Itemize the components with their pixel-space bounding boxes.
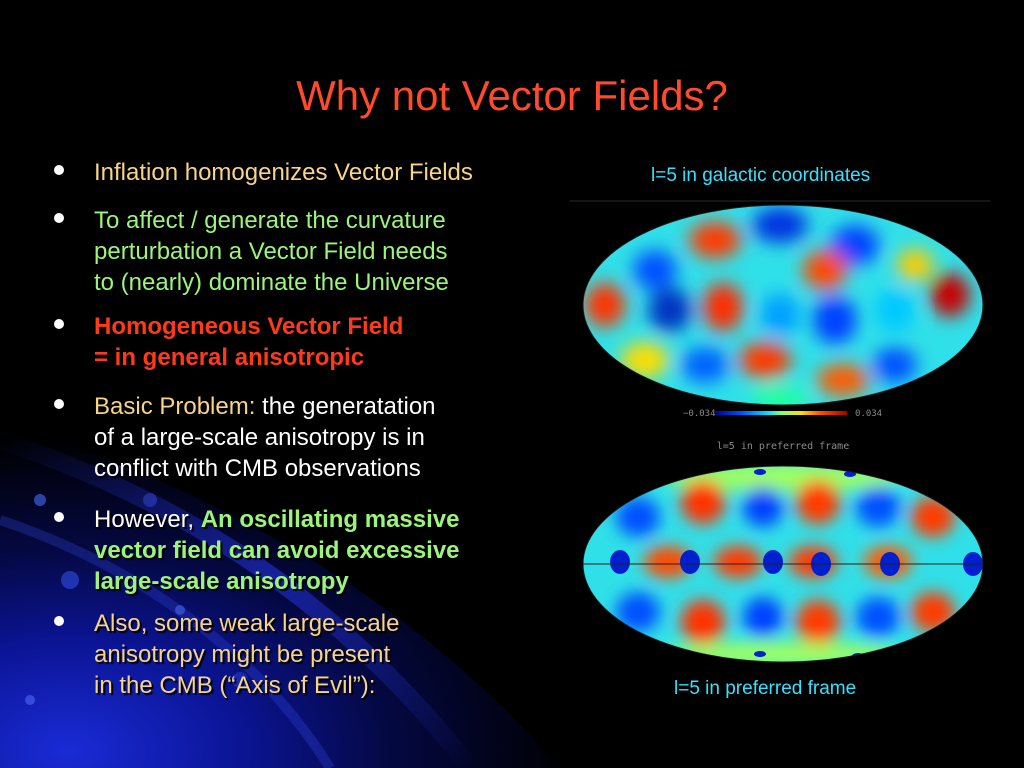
bullet-segment: Inflation homogenizes Vector Fields [94, 159, 473, 186]
bullet-text: Inflation homogenizes Vector Fields [94, 157, 473, 188]
bullet-segment: To affect / generate the curvature [94, 207, 446, 234]
bullet-segment: to (nearly) dominate the Universe [94, 269, 449, 296]
bullet-segment: An oscillating massive [200, 506, 460, 533]
bullet-text: Also, some weak large-scale anisotropy mi… [94, 608, 399, 701]
bullet-line: vector field can avoid excessive [94, 535, 460, 566]
bullet-text: However, An oscillating massive vector fi… [94, 504, 460, 597]
colorbar-min-label: −0.034 [683, 409, 716, 419]
bullet-segment: of a large-scale anisotropy is in [94, 424, 425, 451]
bullet-segment: conflict with CMB observations [94, 455, 421, 482]
bullet-text: Homogeneous Vector Field = in general ani… [94, 311, 403, 373]
bullet-segment: = in general anisotropic [94, 344, 365, 371]
bullet-segment: perturbation a Vector Field needs [94, 238, 448, 265]
bullet-line: Also, some weak large-scale [94, 608, 399, 639]
bullet-segment: large-scale anisotropy [94, 568, 349, 595]
bullet-line: To affect / generate the curvature [94, 205, 449, 236]
cmb-map-galactic: −0.034 0.034 l=5 in preferred frame [570, 200, 990, 452]
bullet-line: perturbation a Vector Field needs [94, 236, 449, 267]
bullet-line: large-scale anisotropy [94, 566, 460, 597]
bullet-dot [54, 512, 64, 522]
slide-title: Why not Vector Fields? [296, 72, 728, 119]
bullet-segment: Basic Problem: [94, 393, 256, 420]
bullet-dot [54, 165, 64, 175]
inner-map-title: l=5 in preferred frame [717, 441, 849, 452]
bullet-line: Homogeneous Vector Field [94, 311, 403, 342]
colorbar-max-label: 0.034 [855, 409, 882, 419]
bullet-segment: the generatation [255, 393, 436, 420]
bullet-line: However, An oscillating massive [94, 504, 460, 535]
bullet-segment: Homogeneous Vector Field [94, 313, 404, 340]
bullet-text: To affect / generate the curvature pertur… [94, 205, 449, 298]
bullet-line: anisotropy might be present [94, 639, 399, 670]
bullet-line: of a large-scale anisotropy is in [94, 422, 436, 453]
bullet-line: = in general anisotropic [94, 342, 403, 373]
bullet-dot [54, 616, 64, 626]
bullet-dot [54, 319, 64, 329]
bullet-segment: However, [94, 506, 201, 533]
top-figure-caption: l=5 in galactic coordinates [651, 165, 871, 186]
bullet-segment: vector field can avoid excessive [94, 537, 460, 564]
bullet-text: Basic Problem: the generatation of a larg… [94, 391, 436, 484]
bullet-segment: anisotropy might be present [94, 641, 391, 668]
bullet-line: to (nearly) dominate the Universe [94, 267, 449, 298]
bottom-figure-caption: l=5 in preferred frame [674, 678, 857, 699]
bullet-segment: in the CMB (“Axis of Evil”): [94, 672, 376, 699]
cmb-map-preferred-frame [582, 465, 984, 663]
bullet-line: Basic Problem: the generatation [94, 391, 436, 422]
bullet-segment: Also, some weak large-scale [94, 610, 400, 637]
bullet-line: in the CMB (“Axis of Evil”): [94, 670, 399, 701]
bullet-dot [54, 213, 64, 223]
bullet-line: conflict with CMB observations [94, 453, 436, 484]
bullet-dot [54, 399, 64, 409]
bullet-line: Inflation homogenizes Vector Fields [94, 157, 473, 188]
